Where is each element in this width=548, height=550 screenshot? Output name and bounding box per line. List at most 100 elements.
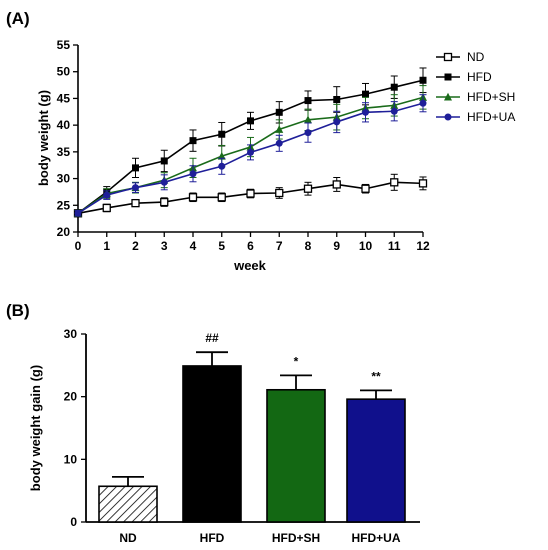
data-point-hfd-ua [103,191,111,199]
data-point-hfd-ua [189,170,197,178]
series-nd [73,173,428,218]
bar-group-hfd: ## HFD [182,331,242,545]
line-chart-x-axis-title: week [233,258,267,273]
legend-label-nd: ND [467,50,485,64]
y-tick-label: 45 [57,91,71,105]
y-tick-label: 30 [57,172,71,186]
legend-item-hfd-ua: HFD+UA [436,110,515,124]
data-point-hfd-ua [160,178,168,186]
bar-group-hfd-ua: ** HFD+UA [346,369,406,545]
data-point-hfd [218,130,226,138]
data-point-nd [275,188,284,198]
data-point-hfd-ua [275,139,283,147]
data-point-hfd-ua [419,99,427,107]
x-tick-label: 11 [388,239,401,253]
line-chart-panel-a: (A) body weight (g) week 202530354045505… [6,9,515,273]
legend-marker-hfd-sh [444,92,452,101]
data-point-hfd [160,157,168,165]
data-point-hfd [132,164,139,172]
x-tick-label: 7 [276,239,283,253]
category-label-hfd-sh: HFD+SH [272,531,320,545]
data-point-hfd [362,90,369,98]
data-point-nd [361,184,370,193]
bar-nd [98,485,158,523]
data-point-hfd [304,97,312,105]
x-tick-label: 10 [359,239,373,253]
data-point-nd [246,189,255,198]
bar-group-hfd-sh: * HFD+SH [266,354,326,545]
bar-hfd-ua [346,398,406,523]
x-tick-label: 6 [247,239,254,253]
data-point-hfd-ua [247,148,254,156]
data-point-nd [303,184,313,193]
x-tick-label: 4 [190,239,197,253]
significance-label-hfd-ua: ** [371,369,381,383]
y-tick-label: 50 [57,65,71,79]
data-point-hfd-ua [74,209,82,217]
significance-label-hfd: ## [205,331,219,345]
x-tick-label: 12 [416,239,430,253]
y-tick-label: 10 [64,452,78,466]
data-point-hfd-ua [333,118,341,126]
data-point-hfd-sh [275,125,284,133]
legend-marker-hfd [444,73,452,81]
data-point-hfd-ua [390,107,398,115]
legend-label-hfd-sh: HFD+SH [467,90,515,104]
bar-chart-y-axis-title: body weight gain (g) [28,365,43,491]
y-tick-label: 20 [57,225,71,239]
x-tick-label: 2 [132,239,139,253]
bar-hfd [182,365,242,523]
y-tick-label: 55 [57,38,71,52]
y-tick-label: 30 [64,327,78,341]
data-point-hfd [390,83,398,91]
x-tick-label: 9 [333,239,340,253]
legend-item-hfd-sh: HFD+SH [436,90,515,104]
data-point-hfd-ua [304,129,312,137]
legend-item-hfd: HFD [436,70,492,84]
category-label-nd: ND [119,531,137,545]
legend-item-nd: ND [436,50,485,64]
x-tick-label: 3 [161,239,168,253]
legend-label-hfd-ua: HFD+UA [467,110,515,124]
bar-hfd-sh [266,388,326,523]
data-point-hfd-ua [132,184,139,192]
data-point-hfd-sh [304,115,312,124]
data-point-nd [188,193,198,202]
x-tick-label: 5 [218,239,225,253]
y-tick-label: 25 [57,198,71,212]
data-point-hfd [247,117,254,125]
data-point-hfd [419,76,427,84]
data-point-nd [102,203,111,213]
category-label-hfd-ua: HFD+UA [351,531,400,545]
data-point-hfd [189,137,197,145]
data-point-hfd [275,108,283,116]
y-tick-label: 0 [70,515,77,529]
panel-a-label: (A) [6,9,30,28]
line-chart-series [73,67,428,218]
legend-marker-nd [443,52,453,62]
bar-group-nd: ND [98,475,158,545]
series-hfd [74,67,427,217]
data-point-hfd-ua [362,108,369,116]
data-point-hfd [333,95,341,103]
legend-marker-hfd-ua [444,113,452,121]
data-point-hfd-ua [218,162,226,170]
legend-label-hfd: HFD [467,70,492,84]
data-point-nd [131,198,140,208]
data-point-nd [418,179,428,188]
y-tick-label: 35 [57,145,71,159]
data-point-nd [390,178,399,187]
x-tick-label: 8 [305,239,312,253]
bar-chart-bars: ND ## HFD * HFD+SH ** HFD+UA [98,331,406,545]
x-tick-label: 1 [103,239,110,253]
category-label-hfd: HFD [200,531,225,545]
line-chart-legend: ND HFD HFD+SH HFD+UA [436,50,515,124]
bar-chart-ticks: 0 10 20 30 [64,327,86,529]
significance-label-hfd-sh: * [294,354,299,368]
data-point-hfd-sh [217,151,226,160]
panel-b-label: (B) [6,301,30,320]
y-tick-label: 20 [64,390,78,404]
data-point-nd [332,180,341,189]
series-hfd-ua [74,94,427,217]
